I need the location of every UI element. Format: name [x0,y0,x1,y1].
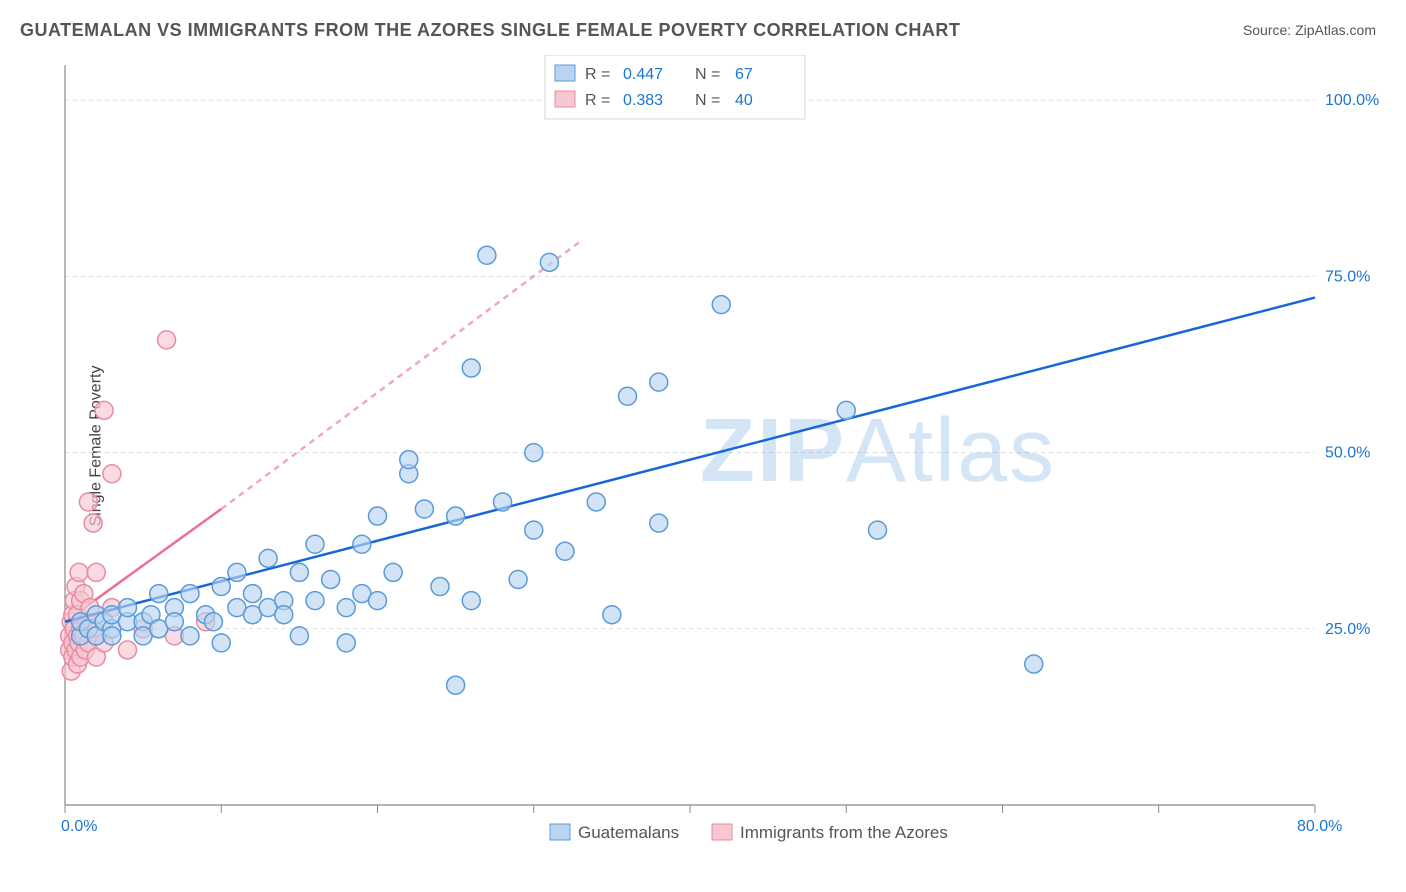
legend-swatch [555,91,575,107]
data-point [165,613,183,631]
data-point [369,507,387,525]
data-point [337,599,355,617]
data-point [650,373,668,391]
data-point [79,493,97,511]
data-point [462,359,480,377]
series-name: Immigrants from the Azores [740,823,948,842]
data-point [353,535,371,553]
svg-text:N =: N = [695,66,720,83]
data-point [306,535,324,553]
data-point [244,585,262,603]
data-point [540,253,558,271]
chart-title: GUATEMALAN VS IMMIGRANTS FROM THE AZORES… [20,20,960,41]
n-value: 40 [735,92,753,109]
y-tick-label: 100.0% [1325,92,1379,109]
stats-legend: R = 0.447 N = 67 R = 0.383 N = 40 [545,55,805,119]
data-point [478,246,496,264]
x-tick-label: 80.0% [1297,818,1342,835]
data-point [447,676,465,694]
data-point [447,507,465,525]
svg-text:N =: N = [695,92,720,109]
data-point [587,493,605,511]
data-point [431,578,449,596]
data-point [119,599,137,617]
data-point [869,521,887,539]
legend-swatch [712,824,732,840]
data-point [556,542,574,560]
data-point [650,514,668,532]
data-point [103,465,121,483]
svg-text:R =: R = [585,92,610,109]
scatter-plot: 25.0% 50.0% 75.0% 100.0% 0.0% 80.0% R = 0.447 N … [55,55,1385,845]
data-point [150,585,168,603]
y-tick-label: 50.0% [1325,445,1370,462]
data-point [181,627,199,645]
legend-swatch [550,824,570,840]
data-point [290,627,308,645]
n-value: 67 [735,66,753,83]
data-point [322,570,340,588]
data-point [181,585,199,603]
data-point [70,563,88,581]
data-point [119,641,137,659]
data-point [415,500,433,518]
data-point [290,563,308,581]
data-point [103,627,121,645]
data-point [369,592,387,610]
data-point [95,401,113,419]
data-point [87,563,105,581]
data-point [619,387,637,405]
data-point [525,521,543,539]
data-point [509,570,527,588]
y-tick-label: 75.0% [1325,268,1370,285]
r-value: 0.447 [623,66,663,83]
r-value: 0.383 [623,92,663,109]
data-point [494,493,512,511]
data-point [384,563,402,581]
data-point [337,634,355,652]
data-point [228,563,246,581]
data-point [259,549,277,567]
data-point [1025,655,1043,673]
data-point [84,514,102,532]
source-label: Source: ZipAtlas.com [1243,22,1376,38]
data-point [400,451,418,469]
legend-swatch [555,65,575,81]
data-point [306,592,324,610]
data-point [525,444,543,462]
data-point [712,296,730,314]
y-tick-label: 25.0% [1325,621,1370,638]
data-point [603,606,621,624]
svg-text:R =: R = [585,66,610,83]
data-point [462,592,480,610]
x-tick-label: 0.0% [61,818,97,835]
series-legend: Guatemalans Immigrants from the Azores [550,823,948,842]
series-name: Guatemalans [578,823,679,842]
data-point [212,578,230,596]
data-point [204,613,222,631]
data-point [275,606,293,624]
trend-line [65,298,1315,622]
data-point [158,331,176,349]
data-point [837,401,855,419]
data-point [212,634,230,652]
